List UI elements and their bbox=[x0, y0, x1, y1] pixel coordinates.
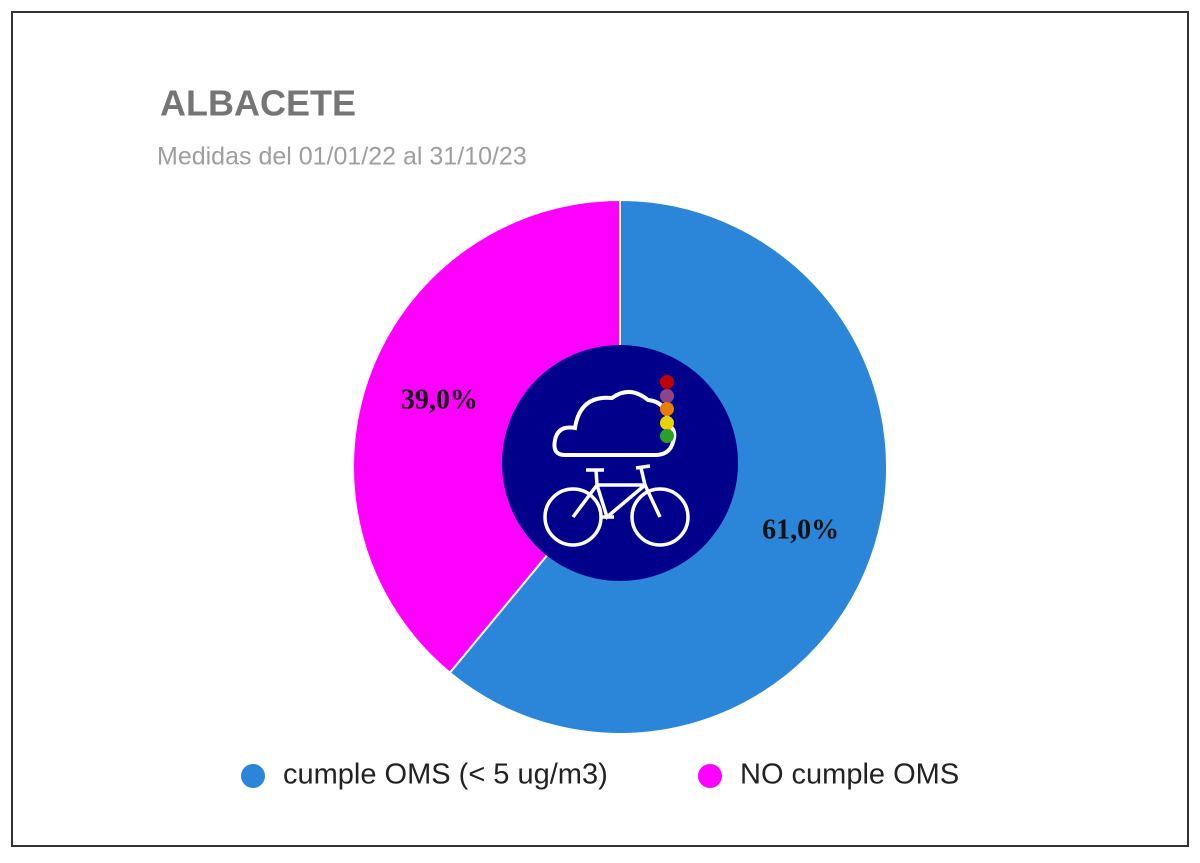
level-dot bbox=[660, 389, 674, 403]
level-dot bbox=[660, 429, 674, 443]
logo-disc bbox=[502, 345, 738, 581]
legend-label: NO cumple OMS bbox=[740, 759, 959, 791]
chart-title: ALBACETE bbox=[160, 83, 356, 124]
legend: cumple OMS (< 5 ug/m3) NO cumple OMS bbox=[241, 759, 959, 791]
data-label: 39,0% bbox=[401, 384, 478, 415]
center-logo bbox=[502, 345, 738, 581]
level-dot bbox=[660, 402, 674, 416]
level-dot bbox=[660, 375, 674, 389]
pie-slice bbox=[352, 198, 621, 675]
level-dot bbox=[660, 416, 674, 430]
chart-subtitle: Medidas del 01/01/22 al 31/10/23 bbox=[157, 143, 527, 171]
cloud-icon bbox=[552, 390, 677, 457]
legend-swatch bbox=[698, 764, 722, 788]
level-dots bbox=[660, 375, 674, 443]
legend-label: cumple OMS (< 5 ug/m3) bbox=[283, 759, 608, 791]
legend-swatch bbox=[241, 764, 265, 788]
bike-icon bbox=[543, 464, 690, 547]
data-label: 61,0% bbox=[762, 514, 839, 545]
